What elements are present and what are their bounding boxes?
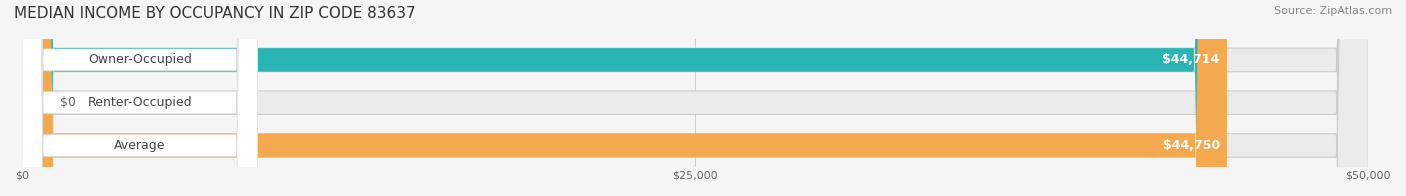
Text: $44,750: $44,750 xyxy=(1163,139,1220,152)
Text: MEDIAN INCOME BY OCCUPANCY IN ZIP CODE 83637: MEDIAN INCOME BY OCCUPANCY IN ZIP CODE 8… xyxy=(14,6,416,21)
Text: Source: ZipAtlas.com: Source: ZipAtlas.com xyxy=(1274,6,1392,16)
FancyBboxPatch shape xyxy=(22,0,46,196)
FancyBboxPatch shape xyxy=(22,0,1368,196)
Text: Average: Average xyxy=(114,139,166,152)
FancyBboxPatch shape xyxy=(22,0,1226,196)
FancyBboxPatch shape xyxy=(22,0,1227,196)
FancyBboxPatch shape xyxy=(22,0,1368,196)
Text: $44,714: $44,714 xyxy=(1161,53,1219,66)
FancyBboxPatch shape xyxy=(22,0,257,196)
Text: Owner-Occupied: Owner-Occupied xyxy=(87,53,191,66)
FancyBboxPatch shape xyxy=(22,0,1368,196)
Text: $0: $0 xyxy=(59,96,76,109)
FancyBboxPatch shape xyxy=(22,0,257,196)
Text: Renter-Occupied: Renter-Occupied xyxy=(87,96,193,109)
FancyBboxPatch shape xyxy=(22,0,257,196)
